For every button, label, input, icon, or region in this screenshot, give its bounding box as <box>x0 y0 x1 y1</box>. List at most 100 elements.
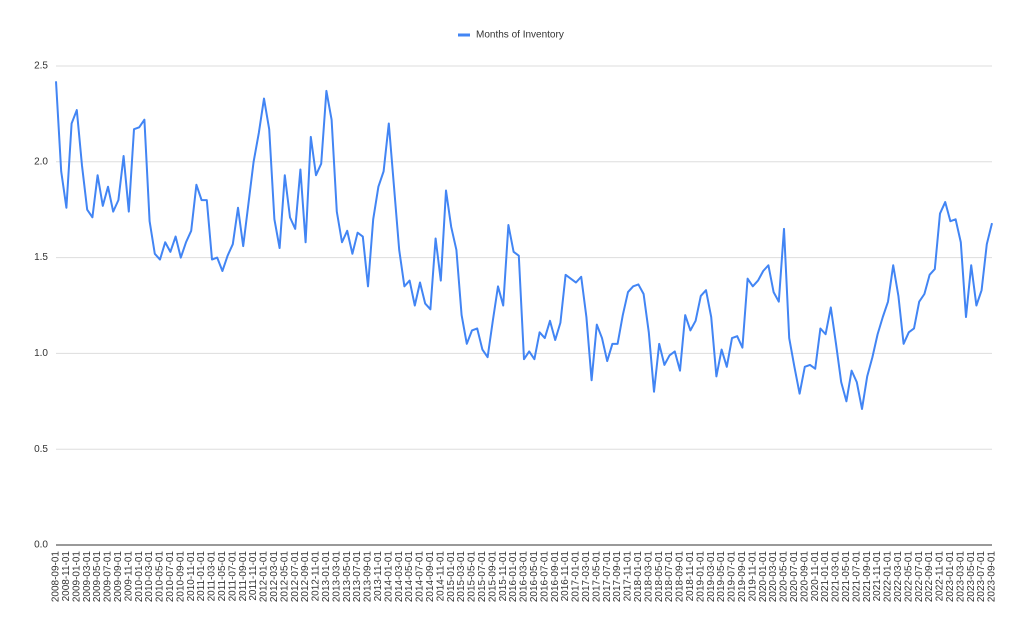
x-tick-label: 2018-11-01 <box>685 551 696 602</box>
x-tick-label: 2009-07-01 <box>103 551 114 603</box>
x-tick-label: 2013-11-01 <box>373 551 384 602</box>
legend-label: Months of Inventory <box>476 30 564 41</box>
x-tick-label: 2015-07-01 <box>477 551 488 603</box>
x-tick-label: 2012-01-01 <box>259 551 270 603</box>
x-tick-label: 2010-01-01 <box>134 551 145 603</box>
x-tick-label: 2010-07-01 <box>165 551 176 603</box>
x-tick-label: 2011-05-01 <box>217 551 228 602</box>
x-tick-label: 2023-05-01 <box>966 551 977 603</box>
x-tick-label: 2012-07-01 <box>290 551 301 603</box>
x-tick-label: 2021-07-01 <box>851 551 862 603</box>
y-tick-label: 0.5 <box>34 444 48 455</box>
y-tick-label: 1.5 <box>34 252 48 263</box>
x-tick-label: 2022-01-01 <box>883 551 894 603</box>
x-tick-label: 2016-03-01 <box>519 551 530 603</box>
x-tick-label: 2010-03-01 <box>144 551 155 603</box>
x-tick-label: 2022-11-01 <box>935 551 946 602</box>
x-tick-label: 2020-07-01 <box>789 551 800 603</box>
x-tick-label: 2018-07-01 <box>664 551 675 603</box>
x-tick-label: 2022-03-01 <box>893 551 904 603</box>
x-tick-label: 2016-05-01 <box>529 551 540 603</box>
x-tick-label: 2011-11-01 <box>248 551 259 601</box>
x-tick-label: 2019-01-01 <box>695 551 706 603</box>
x-tick-label: 2015-11-01 <box>498 551 509 602</box>
x-tick-label: 2016-01-01 <box>508 551 519 603</box>
x-tick-label: 2009-09-01 <box>113 551 124 603</box>
x-tick-label: 2011-07-01 <box>227 551 238 602</box>
x-tick-label: 2019-11-01 <box>747 551 758 602</box>
x-tick-label: 2018-05-01 <box>654 551 665 603</box>
x-tick-label: 2014-11-01 <box>435 551 446 602</box>
x-tick-label: 2014-05-01 <box>404 551 415 603</box>
x-tick-label: 2013-01-01 <box>321 551 332 603</box>
x-tick-label: 2012-05-01 <box>279 551 290 603</box>
x-tick-label: 2014-09-01 <box>425 551 436 603</box>
x-tick-label: 2019-05-01 <box>716 551 727 603</box>
x-tick-label: 2019-03-01 <box>706 551 717 603</box>
x-tick-label: 2010-09-01 <box>175 551 186 603</box>
x-tick-label: 2021-01-01 <box>820 551 831 603</box>
x-tick-label: 2013-07-01 <box>352 551 363 603</box>
x-tick-label: 2017-01-01 <box>571 551 582 603</box>
data-line <box>55 81 993 410</box>
x-tick-label: 2015-09-01 <box>487 551 498 603</box>
x-tick-label: 2019-07-01 <box>727 551 738 603</box>
x-tick-label: 2021-05-01 <box>841 551 852 603</box>
x-tick-label: 2010-05-01 <box>155 551 166 603</box>
x-tick-label: 2012-09-01 <box>300 551 311 603</box>
x-tick-label: 2011-03-01 <box>207 551 218 602</box>
x-tick-label: 2020-09-01 <box>799 551 810 603</box>
x-tick-label: 2011-09-01 <box>238 551 249 602</box>
x-tick-label: 2012-03-01 <box>269 551 280 603</box>
x-tick-label: 2023-03-01 <box>955 551 966 603</box>
x-tick-label: 2019-09-01 <box>737 551 748 603</box>
x-tick-label: 2013-09-01 <box>363 551 374 603</box>
y-tick-label: 2.0 <box>34 156 48 167</box>
x-tick-label: 2017-07-01 <box>602 551 613 603</box>
x-tick-label: 2010-11-01 <box>186 551 197 602</box>
x-tick-label: 2014-03-01 <box>394 551 405 603</box>
x-tick-label: 2022-09-01 <box>924 551 935 603</box>
x-tick-label: 2016-11-01 <box>560 551 571 602</box>
x-tick-label: 2011-01-01 <box>196 551 207 602</box>
x-tick-label: 2020-05-01 <box>779 551 790 603</box>
y-tick-label: 1.0 <box>34 348 48 359</box>
x-tick-label: 2012-11-01 <box>311 551 322 602</box>
x-tick-label: 2022-05-01 <box>903 551 914 603</box>
x-tick-label: 2021-03-01 <box>831 551 842 603</box>
x-tick-label: 2009-05-01 <box>92 551 103 603</box>
x-tick-label: 2020-01-01 <box>758 551 769 603</box>
x-tick-label: 2009-11-01 <box>123 551 134 602</box>
x-tick-label: 2016-09-01 <box>550 551 561 603</box>
x-tick-label: 2021-11-01 <box>872 551 883 602</box>
y-tick-label: 2.5 <box>34 61 48 72</box>
x-tick-label: 2017-11-01 <box>623 551 634 602</box>
y-tick-label: 0.0 <box>34 540 48 551</box>
x-tick-label: 2018-03-01 <box>643 551 654 603</box>
x-tick-label: 2017-05-01 <box>591 551 602 603</box>
x-tick-label: 2023-09-01 <box>987 551 998 603</box>
x-tick-label: 2017-09-01 <box>612 551 623 603</box>
x-tick-label: 2014-07-01 <box>415 551 426 603</box>
x-tick-label: 2008-09-01 <box>51 551 62 603</box>
x-tick-label: 2018-09-01 <box>675 551 686 603</box>
x-tick-label: 2018-01-01 <box>633 551 644 603</box>
x-tick-label: 2017-03-01 <box>581 551 592 603</box>
x-tick-label: 2020-11-01 <box>810 551 821 602</box>
x-tick-label: 2013-03-01 <box>331 551 342 603</box>
x-tick-label: 2022-07-01 <box>914 551 925 603</box>
x-tick-label: 2013-05-01 <box>342 551 353 603</box>
x-tick-label: 2020-03-01 <box>768 551 779 603</box>
x-tick-label: 2009-01-01 <box>71 551 82 603</box>
x-tick-label: 2021-09-01 <box>862 551 873 603</box>
x-tick-label: 2009-03-01 <box>82 551 93 603</box>
x-tick-label: 2015-01-01 <box>446 551 457 603</box>
x-tick-label: 2014-01-01 <box>383 551 394 603</box>
x-tick-label: 2016-07-01 <box>539 551 550 603</box>
x-tick-label: 2015-03-01 <box>456 551 467 603</box>
x-tick-label: 2023-07-01 <box>976 551 987 603</box>
x-tick-label: 2015-05-01 <box>467 551 478 603</box>
x-tick-label: 2008-11-01 <box>61 551 72 602</box>
x-tick-label: 2023-01-01 <box>945 551 956 603</box>
